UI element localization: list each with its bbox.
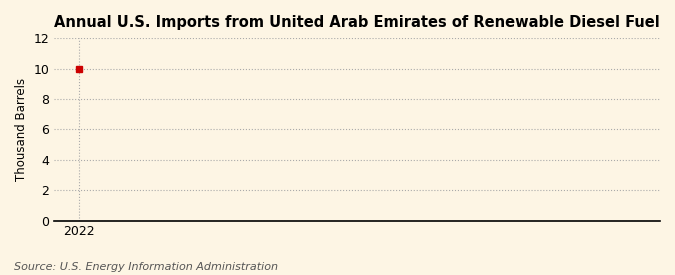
Y-axis label: Thousand Barrels: Thousand Barrels [15,78,28,181]
Title: Annual U.S. Imports from United Arab Emirates of Renewable Diesel Fuel: Annual U.S. Imports from United Arab Emi… [54,15,659,30]
Text: Source: U.S. Energy Information Administration: Source: U.S. Energy Information Administ… [14,262,277,272]
